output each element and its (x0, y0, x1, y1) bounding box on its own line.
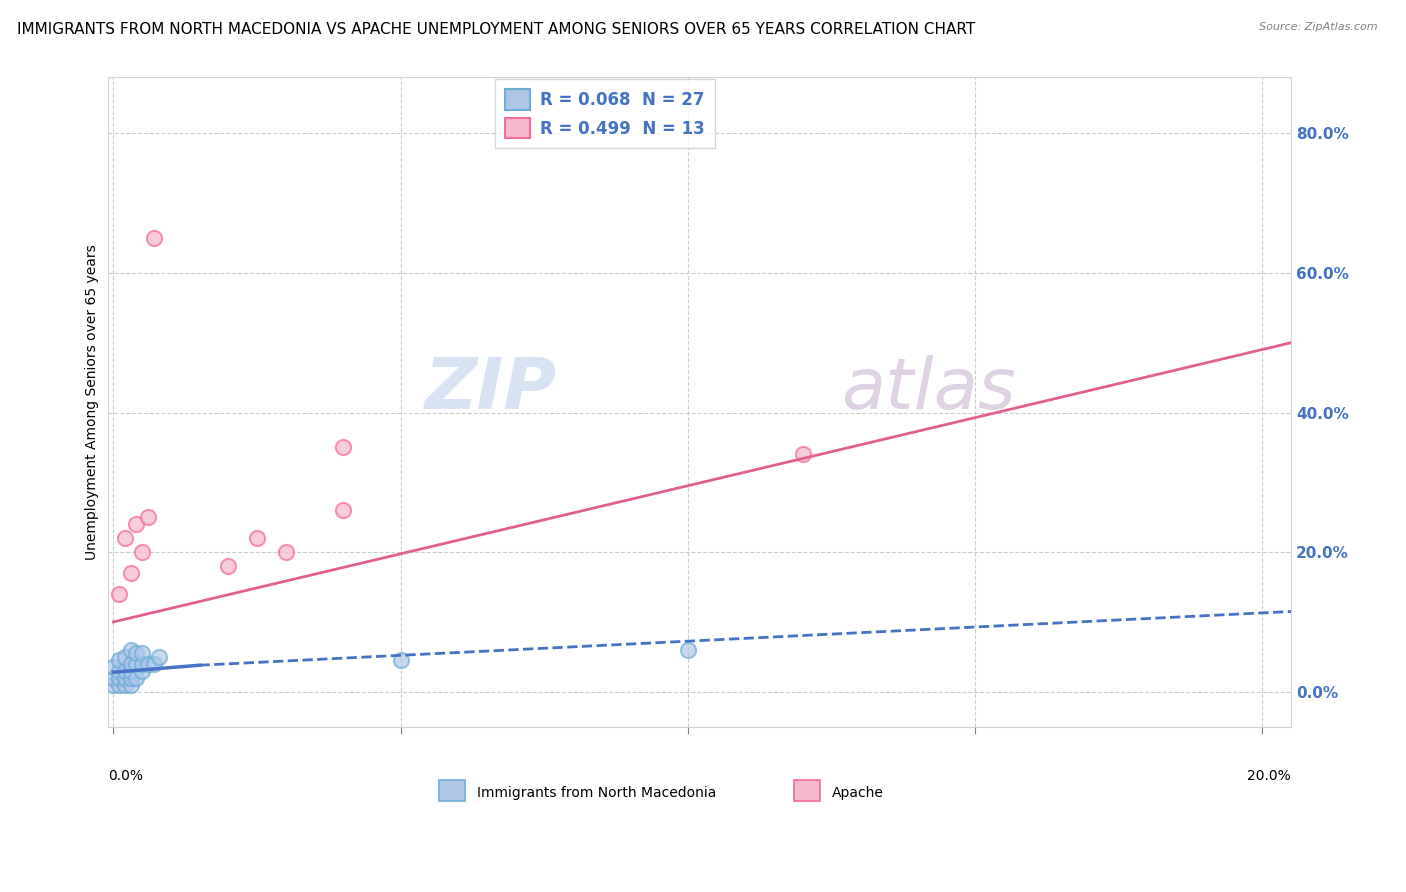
Point (120, 671, 142, 685)
Point (120, 678, 142, 692)
Point (125, 517, 148, 532)
Point (114, 671, 136, 685)
Point (120, 664, 142, 678)
Text: Apache: Apache (832, 786, 884, 800)
Point (103, 678, 125, 692)
FancyBboxPatch shape (794, 780, 820, 801)
Point (142, 657, 165, 671)
Legend: R = 0.068  N = 27, R = 0.499  N = 13: R = 0.068 N = 27, R = 0.499 N = 13 (495, 79, 714, 148)
Point (120, 657, 142, 671)
Y-axis label: Unemployment Among Seniors over 65 years: Unemployment Among Seniors over 65 years (86, 244, 100, 560)
Point (389, 653, 412, 667)
Point (131, 664, 153, 678)
Point (108, 664, 131, 678)
Point (217, 559, 239, 574)
Point (131, 545, 153, 559)
Point (125, 657, 148, 671)
Point (103, 671, 125, 685)
Point (136, 510, 159, 524)
Point (332, 441, 354, 455)
Point (125, 671, 148, 685)
Text: atlas: atlas (841, 354, 1017, 424)
Point (246, 531, 269, 545)
Point (120, 643, 142, 657)
Text: 0.0%: 0.0% (108, 769, 142, 783)
Text: ZIP: ZIP (425, 354, 557, 424)
Point (108, 587, 131, 601)
Point (114, 678, 136, 692)
Point (131, 646, 153, 660)
Point (676, 643, 699, 657)
FancyBboxPatch shape (439, 780, 465, 801)
Point (792, 447, 814, 461)
Point (131, 657, 153, 671)
Point (114, 664, 136, 678)
Point (108, 653, 131, 667)
Point (114, 649, 136, 664)
Point (114, 531, 136, 545)
Point (136, 657, 159, 671)
Point (103, 660, 125, 674)
Point (108, 678, 131, 692)
Text: IMMIGRANTS FROM NORTH MACEDONIA VS APACHE UNEMPLOYMENT AMONG SENIORS OVER 65 YEA: IMMIGRANTS FROM NORTH MACEDONIA VS APACH… (17, 22, 976, 37)
Point (148, 649, 170, 664)
Text: Source: ZipAtlas.com: Source: ZipAtlas.com (1260, 22, 1378, 32)
Point (274, 545, 297, 559)
Text: 20.0%: 20.0% (1247, 769, 1291, 783)
Point (142, 231, 165, 245)
Point (125, 646, 148, 660)
Point (332, 503, 354, 517)
Point (108, 671, 131, 685)
Point (120, 566, 142, 580)
Text: Immigrants from North Macedonia: Immigrants from North Macedonia (477, 786, 716, 800)
